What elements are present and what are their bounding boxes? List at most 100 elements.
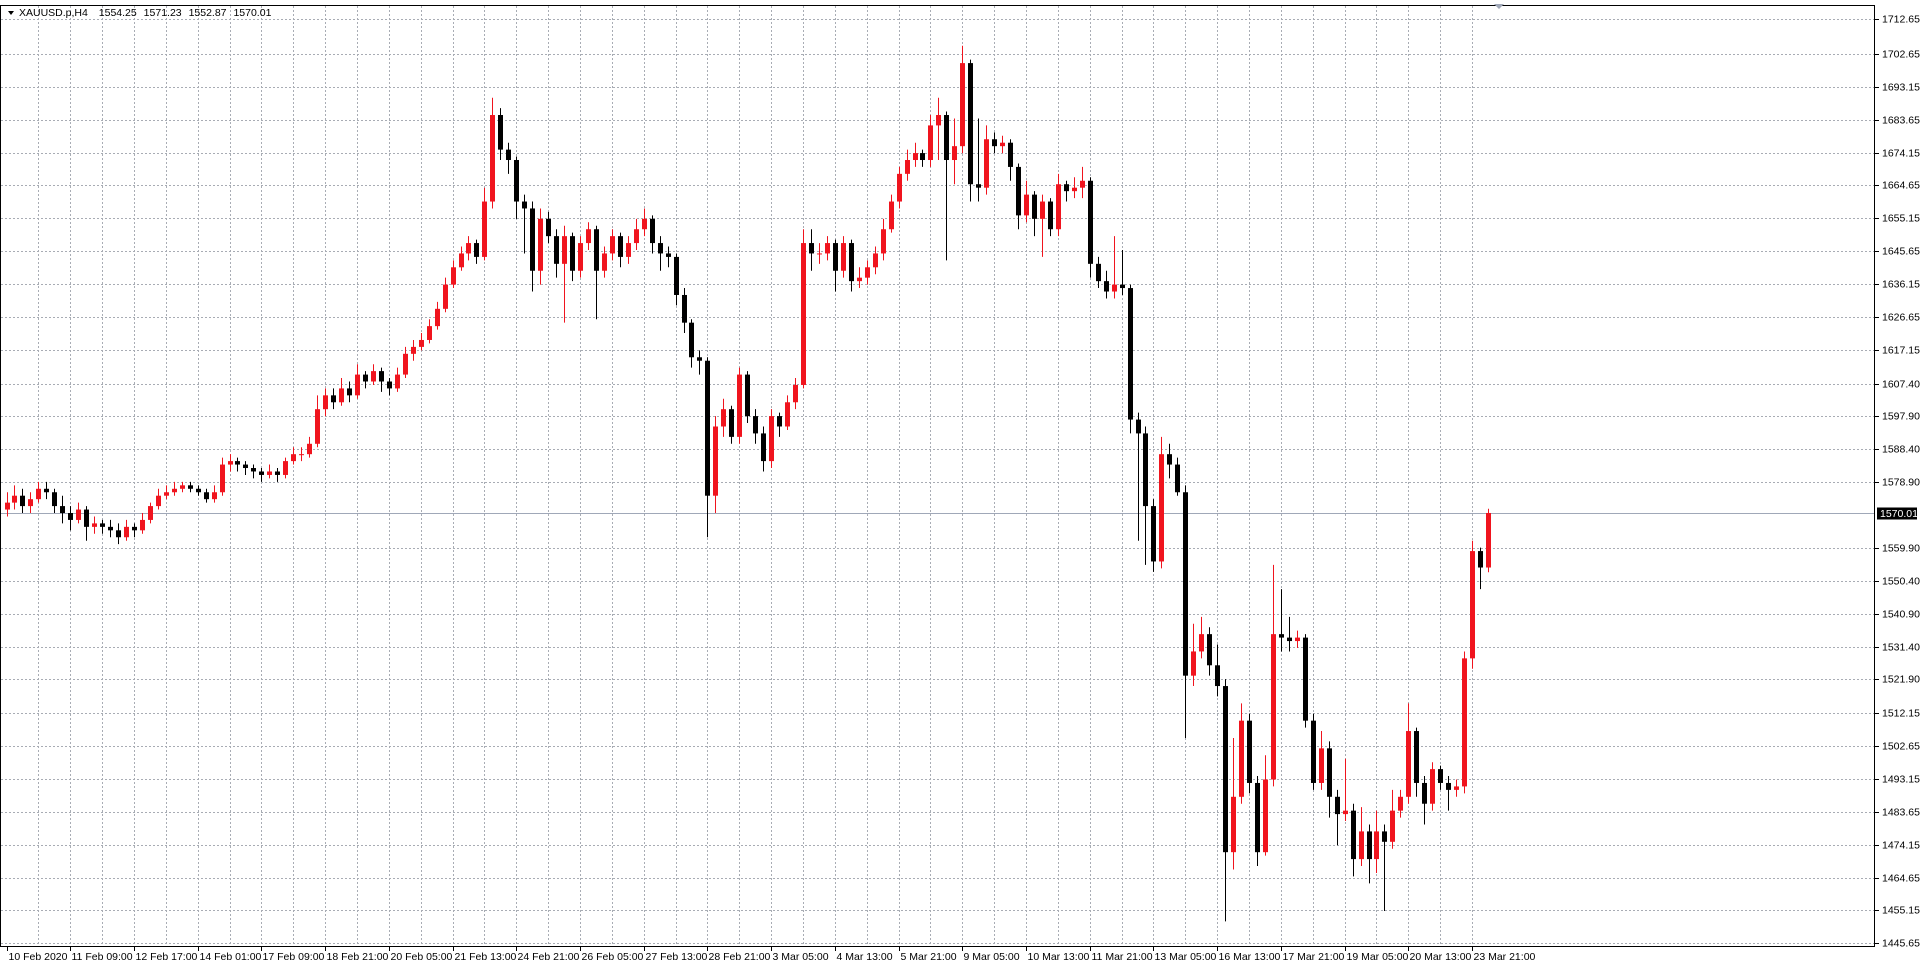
y-tick-label: 1502.65: [1882, 740, 1920, 752]
header-open: 1554.25: [99, 7, 137, 19]
y-tick-label: 1702.65: [1882, 48, 1920, 60]
candle-body: [1215, 665, 1220, 687]
candle-body: [578, 243, 583, 271]
candle-body: [1183, 492, 1188, 676]
candle-body: [108, 526, 113, 531]
candle-body: [729, 409, 734, 437]
candle-body: [809, 243, 814, 254]
candle-body: [682, 294, 687, 323]
candle-body: [618, 236, 623, 257]
symbol-menu-icon[interactable]: [8, 11, 14, 15]
candle-body: [204, 492, 209, 500]
candle-body: [267, 471, 272, 475]
candle-body: [960, 63, 965, 147]
candle-body: [1351, 810, 1356, 860]
candle-body: [1287, 637, 1292, 642]
x-tick-label: 19 Mar 05:00: [1347, 951, 1409, 963]
candle-body: [586, 229, 591, 244]
chart-header: XAUUSD.p,H4 1554.25 1571.23 1552.87 1570…: [19, 7, 272, 19]
candle-body: [976, 184, 981, 188]
candle-body: [20, 495, 25, 507]
candle-body: [12, 495, 17, 503]
candle-body: [482, 201, 487, 257]
y-tick-label: 1559.90: [1882, 542, 1920, 554]
candle-body: [1223, 686, 1228, 853]
candle-body: [1136, 419, 1141, 434]
candle-body: [753, 416, 758, 434]
plot-border: [0, 5, 1875, 947]
candle-body: [1303, 637, 1308, 721]
candle-body: [1446, 782, 1451, 790]
candle-body: [1478, 551, 1483, 568]
candle-body: [817, 253, 822, 255]
candle-body: [642, 218, 647, 230]
candle-body: [68, 513, 73, 520]
candle-body: [1151, 506, 1156, 562]
x-tick-label: 21 Feb 13:00: [455, 951, 517, 963]
candle-body: [331, 395, 336, 403]
candles: [5, 45, 1491, 922]
candle-body: [251, 468, 256, 472]
y-tick-label: 1597.90: [1882, 410, 1920, 422]
candle-body: [674, 256, 679, 295]
y-tick-label: 1474.15: [1882, 839, 1920, 851]
candle-body: [1406, 731, 1411, 797]
x-tick-label: 28 Feb 21:00: [709, 951, 771, 963]
candle-body: [777, 416, 782, 427]
x-tick-label: 10 Feb 2020: [9, 951, 68, 963]
candle-body: [1462, 658, 1467, 787]
candle-body: [1128, 288, 1133, 420]
candle-body: [172, 488, 177, 493]
y-tick-label: 1512.15: [1882, 707, 1920, 719]
y-tick-label: 1712.65: [1882, 13, 1920, 25]
candle-body: [1024, 194, 1029, 216]
candle-body: [801, 243, 806, 385]
x-tick-label: 4 Mar 13:00: [837, 951, 893, 963]
candle-body: [666, 253, 671, 257]
candle-body: [1239, 720, 1244, 797]
y-tick-label: 1683.65: [1882, 114, 1920, 126]
candle-body: [1255, 782, 1260, 853]
candle-body: [1056, 184, 1061, 230]
candle-body: [594, 229, 599, 271]
candle-body: [514, 160, 519, 202]
y-tick-label: 1531.40: [1882, 641, 1920, 653]
candle-body: [1231, 796, 1236, 853]
x-tick-label: 10 Mar 13:00: [1028, 951, 1090, 963]
candle-body: [188, 485, 193, 489]
candle-body: [235, 461, 240, 465]
candle-body: [5, 502, 10, 510]
y-tick-label: 1445.65: [1882, 937, 1920, 949]
candle-body: [124, 526, 129, 538]
y-tick-label: 1588.40: [1882, 443, 1920, 455]
x-tick-label: 13 Mar 05:00: [1155, 951, 1217, 963]
candle-body: [952, 146, 957, 161]
candle-body: [76, 509, 81, 520]
chart-title: XAUUSD.p,H4: [19, 7, 88, 19]
y-tick-label: 1636.15: [1882, 278, 1920, 290]
x-tick-label: 20 Mar 13:00: [1410, 951, 1472, 963]
candle-body: [339, 388, 344, 403]
candle-body: [650, 218, 655, 244]
candle-body: [1143, 433, 1148, 507]
candle-body: [196, 488, 201, 493]
candle-body: [530, 208, 535, 271]
candle-body: [506, 149, 511, 161]
candle-body: [60, 506, 65, 514]
candle-body: [379, 371, 384, 382]
candle-body: [610, 236, 615, 254]
candle-body: [100, 523, 105, 527]
candle-body: [554, 236, 559, 264]
candle-body: [825, 243, 830, 254]
candle-body: [849, 243, 854, 282]
header-high: 1571.23: [144, 7, 182, 19]
candle-body: [1382, 831, 1387, 842]
candle-body: [1120, 284, 1125, 289]
candle-body: [28, 499, 33, 507]
shift-marker: [1494, 4, 1504, 9]
x-tick-label: 16 Mar 13:00: [1219, 951, 1281, 963]
candle-body: [928, 125, 933, 161]
candle-body: [92, 523, 97, 527]
candle-body: [984, 139, 989, 188]
